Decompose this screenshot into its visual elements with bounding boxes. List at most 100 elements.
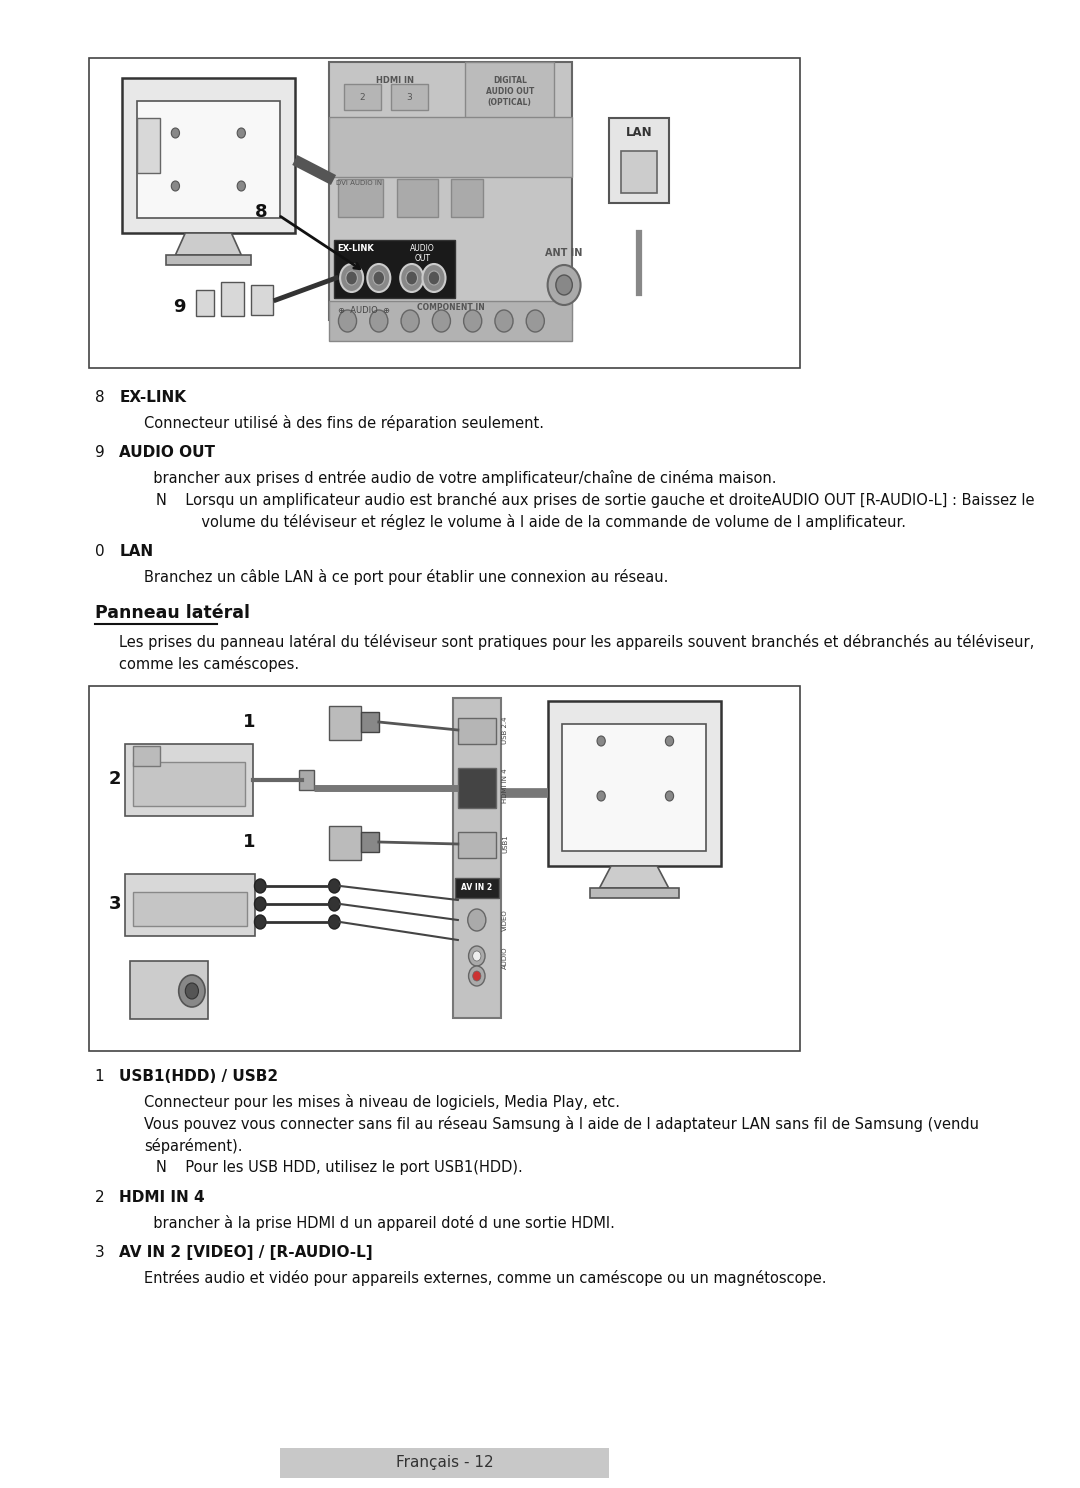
- Circle shape: [495, 310, 513, 332]
- Bar: [125, 744, 253, 815]
- Bar: [548, 701, 720, 866]
- Text: LAN: LAN: [120, 545, 153, 559]
- Text: comme les caméscopes.: comme les caméscopes.: [120, 656, 299, 673]
- Circle shape: [406, 271, 418, 286]
- Bar: [361, 711, 379, 732]
- Bar: [563, 725, 705, 851]
- Text: séparément).: séparément).: [144, 1138, 243, 1155]
- Text: 2: 2: [360, 92, 365, 101]
- Text: Connecteur pour les mises à niveau de logiciels, Media Play, etc.: Connecteur pour les mises à niveau de lo…: [144, 1094, 620, 1110]
- Circle shape: [328, 897, 340, 911]
- Text: LAN: LAN: [625, 126, 652, 138]
- Text: 0: 0: [95, 545, 105, 559]
- Circle shape: [428, 271, 440, 286]
- Text: DVI AUDIO IN: DVI AUDIO IN: [336, 180, 382, 186]
- Circle shape: [473, 972, 481, 981]
- Bar: [397, 179, 438, 217]
- Bar: [195, 290, 214, 315]
- Circle shape: [186, 984, 199, 998]
- Bar: [329, 62, 572, 320]
- Text: Entrées audio et vidéo pour appareils externes, comme un caméscope ou un magnéto: Entrées audio et vidéo pour appareils ex…: [144, 1269, 826, 1286]
- Bar: [458, 768, 496, 808]
- Bar: [89, 686, 800, 1051]
- Bar: [329, 705, 361, 740]
- Text: Panneau latéral: Panneau latéral: [95, 604, 249, 622]
- Text: HDMI IN 4: HDMI IN 4: [502, 769, 509, 804]
- Text: USB1(HDD) / USB2: USB1(HDD) / USB2: [120, 1068, 279, 1083]
- Bar: [455, 878, 499, 897]
- Bar: [137, 101, 280, 219]
- Text: EX-LINK: EX-LINK: [120, 390, 187, 405]
- Text: ⊕  AUDIO  ⊕: ⊕ AUDIO ⊕: [338, 307, 390, 315]
- Bar: [361, 832, 379, 853]
- Circle shape: [255, 915, 266, 929]
- Bar: [391, 83, 428, 110]
- Circle shape: [401, 310, 419, 332]
- Bar: [252, 286, 272, 315]
- Circle shape: [548, 265, 581, 305]
- Bar: [329, 826, 361, 860]
- Circle shape: [340, 263, 363, 292]
- Polygon shape: [599, 866, 669, 888]
- Text: AV IN 2 [VIDEO] / [R-AUDIO-L]: AV IN 2 [VIDEO] / [R-AUDIO-L]: [120, 1245, 373, 1260]
- Text: N    Lorsqu un amplificateur audio est branché aux prises de sortie gauche et dr: N Lorsqu un amplificateur audio est bran…: [157, 493, 1035, 507]
- Bar: [220, 283, 244, 315]
- Text: DIGITAL
AUDIO OUT
(OPTICAL): DIGITAL AUDIO OUT (OPTICAL): [486, 76, 534, 107]
- Bar: [134, 891, 247, 926]
- Bar: [134, 745, 160, 766]
- Circle shape: [665, 792, 674, 801]
- Text: N    Pour les USB HDD, utilisez le port USB1(HDD).: N Pour les USB HDD, utilisez le port USB…: [157, 1161, 523, 1176]
- Circle shape: [178, 975, 205, 1007]
- Bar: [458, 832, 496, 859]
- Text: EX-LINK: EX-LINK: [338, 244, 375, 253]
- Text: Branchez un câble LAN à ce port pour établir une connexion au réseau.: Branchez un câble LAN à ce port pour éta…: [144, 568, 669, 585]
- Bar: [329, 301, 572, 341]
- Text: Français - 12: Français - 12: [396, 1455, 494, 1470]
- Circle shape: [463, 310, 482, 332]
- Bar: [334, 240, 456, 298]
- Circle shape: [473, 951, 481, 961]
- Bar: [89, 58, 800, 368]
- Text: Connecteur utilisé à des fins de réparation seulement.: Connecteur utilisé à des fins de réparat…: [144, 415, 544, 432]
- Text: 3: 3: [95, 1245, 105, 1260]
- Text: Vous pouvez vous connecter sans fil au réseau Samsung à l aide de l adaptateur L: Vous pouvez vous connecter sans fil au r…: [144, 1116, 980, 1132]
- Circle shape: [526, 310, 544, 332]
- Circle shape: [665, 737, 674, 745]
- Bar: [590, 888, 678, 897]
- Bar: [130, 961, 208, 1019]
- Circle shape: [328, 915, 340, 929]
- Bar: [338, 179, 383, 217]
- Bar: [621, 150, 657, 193]
- Circle shape: [597, 792, 605, 801]
- Text: volume du téléviseur et réglez le volume à l aide de la commande de volume de l : volume du téléviseur et réglez le volume…: [168, 513, 906, 530]
- Circle shape: [328, 879, 340, 893]
- Text: 1: 1: [95, 1068, 105, 1083]
- Bar: [299, 769, 314, 790]
- Circle shape: [401, 263, 423, 292]
- Text: COMPONENT IN: COMPONENT IN: [417, 304, 484, 312]
- Text: 9: 9: [173, 298, 186, 315]
- Circle shape: [469, 966, 485, 987]
- Bar: [122, 77, 295, 234]
- Polygon shape: [175, 234, 241, 254]
- Text: VIDEO: VIDEO: [502, 909, 509, 931]
- Circle shape: [468, 909, 486, 931]
- Text: AUDIO
OUT: AUDIO OUT: [410, 244, 435, 263]
- Bar: [609, 118, 669, 202]
- Text: 3: 3: [109, 894, 121, 914]
- Bar: [280, 1448, 609, 1478]
- Bar: [458, 719, 496, 744]
- Circle shape: [367, 263, 390, 292]
- Circle shape: [338, 310, 356, 332]
- Text: brancher aux prises d entrée audio de votre amplificateur/chaîne de cinéma maiso: brancher aux prises d entrée audio de vo…: [144, 470, 777, 487]
- Circle shape: [346, 271, 357, 286]
- Text: AV IN 2: AV IN 2: [461, 882, 492, 891]
- Bar: [345, 83, 381, 110]
- Text: Les prises du panneau latéral du téléviseur sont pratiques pour les appareils so: Les prises du panneau latéral du télévis…: [120, 634, 1035, 650]
- Bar: [465, 62, 554, 121]
- Bar: [134, 762, 244, 806]
- Bar: [165, 254, 252, 265]
- Circle shape: [172, 128, 179, 138]
- Text: brancher à la prise HDMI d un appareil doté d une sortie HDMI.: brancher à la prise HDMI d un appareil d…: [144, 1216, 615, 1231]
- Text: AUDIO: AUDIO: [502, 946, 509, 969]
